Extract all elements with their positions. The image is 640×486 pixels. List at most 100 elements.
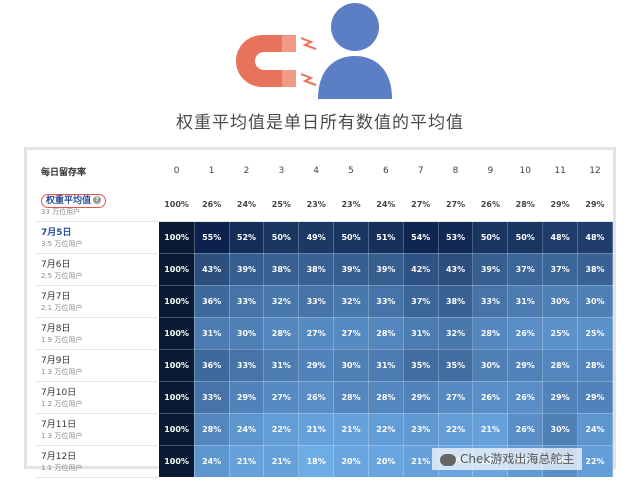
column-header: 10 xyxy=(519,166,531,176)
retention-cell: 30% xyxy=(577,284,613,318)
retention-cell: 24% xyxy=(193,444,230,478)
average-row: 权重平均值? 33 万位用户 100% 26% 24% 25% 23% 23% 24% 27%… xyxy=(35,188,613,222)
average-cell: 25% xyxy=(263,188,299,222)
retention-cell: 24% xyxy=(577,412,613,446)
retention-cell: 22% xyxy=(577,444,613,478)
retention-cell: 28% xyxy=(367,380,404,414)
retention-cell: 33% xyxy=(472,284,509,318)
retention-cell: 100% xyxy=(158,380,195,414)
retention-cell: 30% xyxy=(333,348,369,382)
column-header: 7 xyxy=(417,166,424,176)
retention-cell: 29% xyxy=(298,348,335,382)
table-row: 7月5日 3.5 万位用户 100% 55% 52% 50% 49% 50% 51% 54% 53%… xyxy=(35,220,613,254)
retention-cell: 37% xyxy=(507,252,544,286)
retention-cell: 27% xyxy=(298,316,335,350)
average-label: 权重平均值 xyxy=(46,195,92,206)
retention-cell: 50% xyxy=(472,220,509,254)
average-cell: 27% xyxy=(403,188,439,222)
retention-cell: 27% xyxy=(263,380,300,414)
retention-cell: 48% xyxy=(542,220,578,254)
page-title: 权重平均值是单日所有数值的平均值 xyxy=(176,113,464,133)
column-header: 2 xyxy=(243,166,250,176)
row-users: 1.1 万位用户 xyxy=(41,464,83,472)
table-row: 7月7日 2.1 万位用户 100% 36% 33% 32% 33% 32% 33% 37% 38%… xyxy=(35,284,613,318)
retention-cell: 31% xyxy=(193,316,230,350)
retention-cell: 28% xyxy=(263,316,300,350)
row-date: 7月7日 xyxy=(41,292,71,302)
retention-cell: 33% xyxy=(228,284,265,318)
row-date: 7月11日 xyxy=(41,420,77,430)
retention-cell: 50% xyxy=(263,220,300,254)
average-cell: 24% xyxy=(229,188,264,222)
retention-cell: 51% xyxy=(367,220,404,254)
average-cell: 27% xyxy=(438,188,473,222)
retention-cell: 100% xyxy=(158,220,195,254)
row-date: 7月10日 xyxy=(41,388,77,398)
average-cell: 26% xyxy=(194,188,230,222)
retention-cell: 28% xyxy=(333,380,369,414)
retention-cell: 50% xyxy=(333,220,369,254)
table-header-row: 每日留存率 0 1 2 3 4 5 6 7 8 9 10 11 12 xyxy=(35,154,613,189)
retention-cell: 100% xyxy=(158,316,195,350)
retention-cell: 21% xyxy=(472,412,509,446)
retention-cell: 26% xyxy=(472,380,509,414)
row-label: 7月10日 1.2 万位用户 xyxy=(35,381,159,414)
retention-cell: 21% xyxy=(333,412,369,446)
retention-cell: 22% xyxy=(437,412,474,446)
retention-cell: 35% xyxy=(437,348,474,382)
average-cell: 29% xyxy=(542,188,578,222)
retention-cell: 29% xyxy=(228,380,265,414)
average-cell: 100% xyxy=(158,188,195,222)
row-label: 7月5日 3.5 万位用户 xyxy=(35,221,159,254)
average-label-highlight: 权重平均值? xyxy=(41,193,107,208)
retention-cell: 37% xyxy=(402,284,439,318)
retention-cell: 29% xyxy=(402,380,439,414)
retention-cell: 43% xyxy=(193,252,230,286)
column-header: 8 xyxy=(452,166,459,176)
average-sublabel: 33 万位用户 xyxy=(41,207,81,216)
retention-cell: 31% xyxy=(263,348,300,382)
row-label: 7月7日 2.1 万位用户 xyxy=(35,285,159,318)
retention-cell: 53% xyxy=(437,220,474,254)
retention-cell: 39% xyxy=(367,252,404,286)
row-date: 7月12日 xyxy=(41,452,77,462)
retention-cell: 37% xyxy=(542,252,578,286)
retention-cell: 29% xyxy=(507,348,544,382)
retention-cell: 33% xyxy=(193,380,230,414)
retention-cell: 25% xyxy=(577,316,613,350)
retention-cell: 27% xyxy=(437,380,474,414)
retention-cell: 100% xyxy=(158,348,195,382)
column-header: 4 xyxy=(313,166,320,176)
row-date: 7月9日 xyxy=(41,356,71,366)
average-cell: 28% xyxy=(507,188,543,222)
retention-cell: 26% xyxy=(507,380,544,414)
retention-cell: 38% xyxy=(263,252,300,286)
table-row: 7月9日 1.3 万位用户 100% 36% 33% 31% 29% 30% 31% 35% 35%… xyxy=(35,348,613,382)
row-date: 7月8日 xyxy=(41,324,71,334)
row-date: 7月6日 xyxy=(41,260,71,270)
retention-cell: 30% xyxy=(542,412,578,446)
row-users: 1.9 万位用户 xyxy=(41,336,83,344)
table-row: 7月11日 1.3 万位用户 100% 28% 24% 22% 21% 21% 22% 23% 22… xyxy=(35,412,613,446)
retention-cell: 39% xyxy=(228,252,265,286)
retention-cell: 50% xyxy=(507,220,544,254)
column-header: 6 xyxy=(382,166,389,176)
retention-cell: 38% xyxy=(298,252,335,286)
retention-cell: 48% xyxy=(577,220,613,254)
retention-cell: 32% xyxy=(333,284,369,318)
retention-cell: 28% xyxy=(193,412,230,446)
retention-cell: 29% xyxy=(577,380,613,414)
watermark: Chek游戏出海总舵主 xyxy=(432,448,583,470)
average-cell: 26% xyxy=(472,188,508,222)
row-users: 2.1 万位用户 xyxy=(41,304,83,312)
info-icon[interactable]: ? xyxy=(93,196,102,204)
column-header: 1 xyxy=(208,166,215,176)
retention-cell: 30% xyxy=(542,284,578,318)
retention-cell: 43% xyxy=(437,252,474,286)
average-cell: 24% xyxy=(368,188,404,222)
retention-cell: 28% xyxy=(472,316,509,350)
retention-table: 每日留存率 0 1 2 3 4 5 6 7 8 9 10 11 12 权重平均值… xyxy=(35,154,613,478)
row-users: 1.3 万位用户 xyxy=(41,368,83,376)
watermark-text: Chek游戏出海总舵主 xyxy=(460,452,575,466)
retention-cell: 24% xyxy=(228,412,265,446)
